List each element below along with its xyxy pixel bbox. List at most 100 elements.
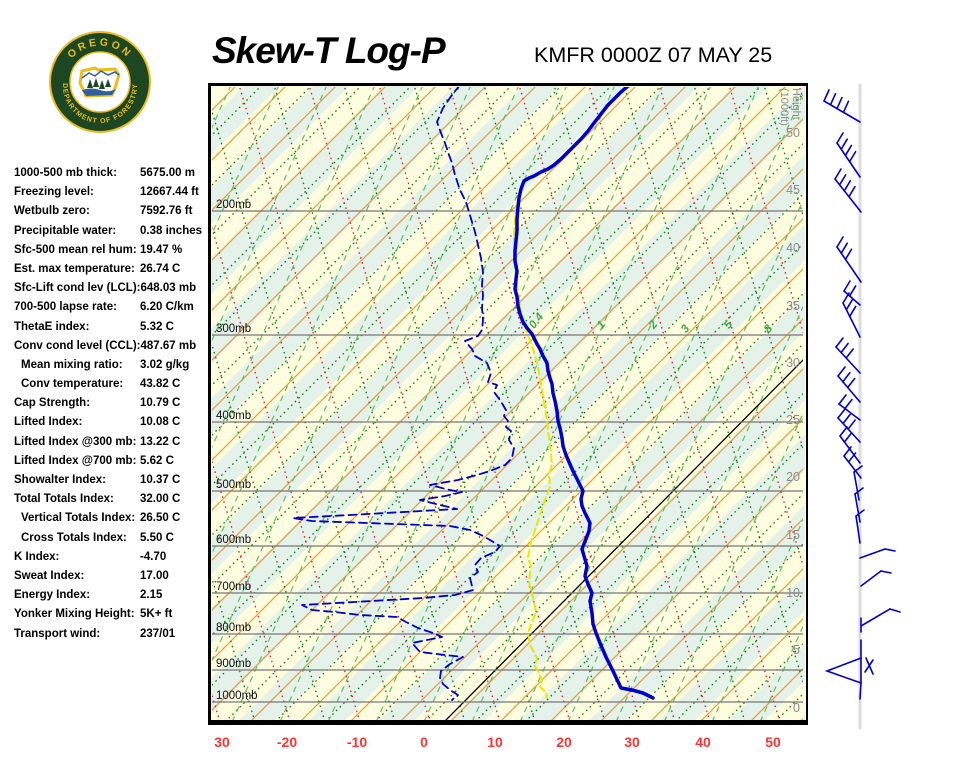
stat-label: Showalter Index: <box>14 474 107 486</box>
dry-adiabats-orange-line <box>451 368 803 720</box>
stat-value: 237/01 <box>140 627 176 640</box>
logo-trees <box>87 78 111 89</box>
wind-barb <box>837 408 861 443</box>
moist-adiabats-red-line <box>0 85 80 722</box>
wind-barb-staff <box>837 417 861 443</box>
dry-adiabats-orange-line <box>251 168 803 720</box>
stat-row: Est. max temperature: 26.74 C <box>14 263 210 282</box>
moist-adiabats-green-line <box>413 87 606 720</box>
dry-adiabats-orange-line <box>212 87 736 611</box>
moist-adiabats-red-line <box>798 87 803 101</box>
isotherm-dotted-green-line <box>0 85 112 722</box>
wind-barb-tick <box>844 248 853 261</box>
wind-barb-staff <box>853 471 860 501</box>
wind-barb <box>836 132 861 178</box>
temperature-tick-label: 20 <box>556 734 572 750</box>
mixing-ratio-dashed-line <box>232 87 519 720</box>
odf-logo-seal: OREGON DEPARTMENT OF FORESTRY <box>49 31 151 133</box>
stat-value: 487.67 mb <box>140 339 197 352</box>
plot-area <box>0 85 960 722</box>
stat-label: Wetbulb zero: <box>14 205 90 218</box>
dry-adiabats-orange-line <box>212 87 586 461</box>
temperature-tick-label: 30 <box>214 734 230 750</box>
wind-barb-tick <box>854 487 864 495</box>
mixing-ratio-dashed-line <box>808 85 960 722</box>
dry-adiabats-orange-line <box>212 87 786 661</box>
wind-barb-tick <box>840 138 849 151</box>
pressure-label: 200mb <box>216 199 251 211</box>
dry-adiabats-orange-line <box>212 87 386 261</box>
wind-barb-staff <box>842 302 861 338</box>
moist-adiabats-green-line <box>483 87 676 720</box>
wind-barb-tick <box>884 548 896 552</box>
wind-barb <box>860 608 901 627</box>
height-label: 30 <box>786 356 800 370</box>
wind-barb-tick <box>848 185 856 198</box>
wind-barb-tick <box>823 89 830 102</box>
wind-barb-tick <box>836 96 843 110</box>
wind-barb-tick <box>829 92 837 106</box>
pressure-label: 400mb <box>216 410 251 422</box>
stat-row: Transport wind: 237/01 <box>14 628 210 647</box>
stat-label: Lifted Index @700 mb: <box>14 454 137 467</box>
isotherm-dotted-green-line <box>212 87 561 436</box>
dry-adiabats-orange-line <box>212 87 336 211</box>
wind-barb-staff <box>835 346 861 374</box>
stat-label: ThetaE index: <box>14 320 90 333</box>
dewpoint-curve <box>292 87 515 701</box>
isotherm-dotted-green-line <box>212 87 711 586</box>
temperature-tick-label: 0 <box>420 734 428 750</box>
wind-barb <box>835 337 861 374</box>
height-label: 25 <box>786 413 800 427</box>
wind-barb-tick <box>843 280 851 292</box>
isotherm-dotted-green-line <box>212 87 411 286</box>
moist-adiabats-green-line <box>273 87 466 720</box>
wind-barb-tick <box>839 426 848 437</box>
moist-adiabats-red <box>0 85 803 722</box>
wind-barb-staff <box>837 375 861 403</box>
stat-row: Showalter Index: 10.37 C <box>14 474 210 493</box>
wind-barb <box>860 570 892 587</box>
dry-adiabats-orange-line <box>850 85 960 722</box>
wind-barb <box>855 509 865 544</box>
mixing-ratio-dashed-line <box>0 85 39 722</box>
stat-label: Conv cond level (CCL): <box>14 339 141 352</box>
stat-label: Total Totals Index: <box>14 493 114 506</box>
stat-row: Mean mixing ratio: 3.02 g/kg <box>14 359 210 378</box>
stat-value: 26.74 C <box>140 262 181 275</box>
stat-value: 32.00 C <box>140 493 181 506</box>
stat-row: Freezing level: 12667.44 ft <box>14 186 210 205</box>
wind-barb-tick <box>842 413 851 425</box>
height-label: 40 <box>786 241 800 255</box>
mixing-ratio-dashed-line <box>0 85 183 722</box>
wind-barb-staff <box>854 493 861 523</box>
wind-barb-staff <box>860 570 882 587</box>
stat-row: Total Totals Index: 32.00 C <box>14 493 210 512</box>
wind-barb-staff <box>823 100 861 123</box>
dry-adiabats-orange-line <box>212 87 236 111</box>
dry-adiabats-orange-line <box>0 85 137 722</box>
temperature-tick-label: -20 <box>277 734 297 750</box>
stat-row: Energy Index: 2.15 <box>14 589 210 608</box>
page-title: Skew-T Log-P <box>212 30 446 71</box>
height-label: 45 <box>786 183 800 197</box>
isotherm-dotted-green-line <box>0 85 162 722</box>
dry-adiabats-orange-line <box>212 87 686 561</box>
mixing-ratio-label: 8 <box>762 322 776 335</box>
stat-label: 1000-500 mb thick: <box>14 167 117 179</box>
wind-barb-flag <box>824 657 862 685</box>
stat-value: 43.82 C <box>140 378 181 391</box>
mixing-ratio-dashed-line <box>0 85 135 722</box>
pressure-label: 500mb <box>216 479 251 491</box>
wind-barb-tick <box>840 242 849 254</box>
stat-value: 0.38 inches <box>140 224 203 237</box>
wind-barb-tick <box>853 465 863 473</box>
station-time-label: KMFR 0000Z 07 MAY 25 <box>534 43 773 67</box>
stat-label: Precipitable water: <box>14 224 117 237</box>
height-label: 15 <box>786 528 800 542</box>
moist-adiabats-green-line <box>0 85 185 722</box>
pressure-lines <box>212 210 803 703</box>
sounding-stats-panel: 1000-500 mb thick: 5675.00 m Freezing leve… <box>14 167 210 647</box>
pressure-label: 900mb <box>216 658 251 670</box>
